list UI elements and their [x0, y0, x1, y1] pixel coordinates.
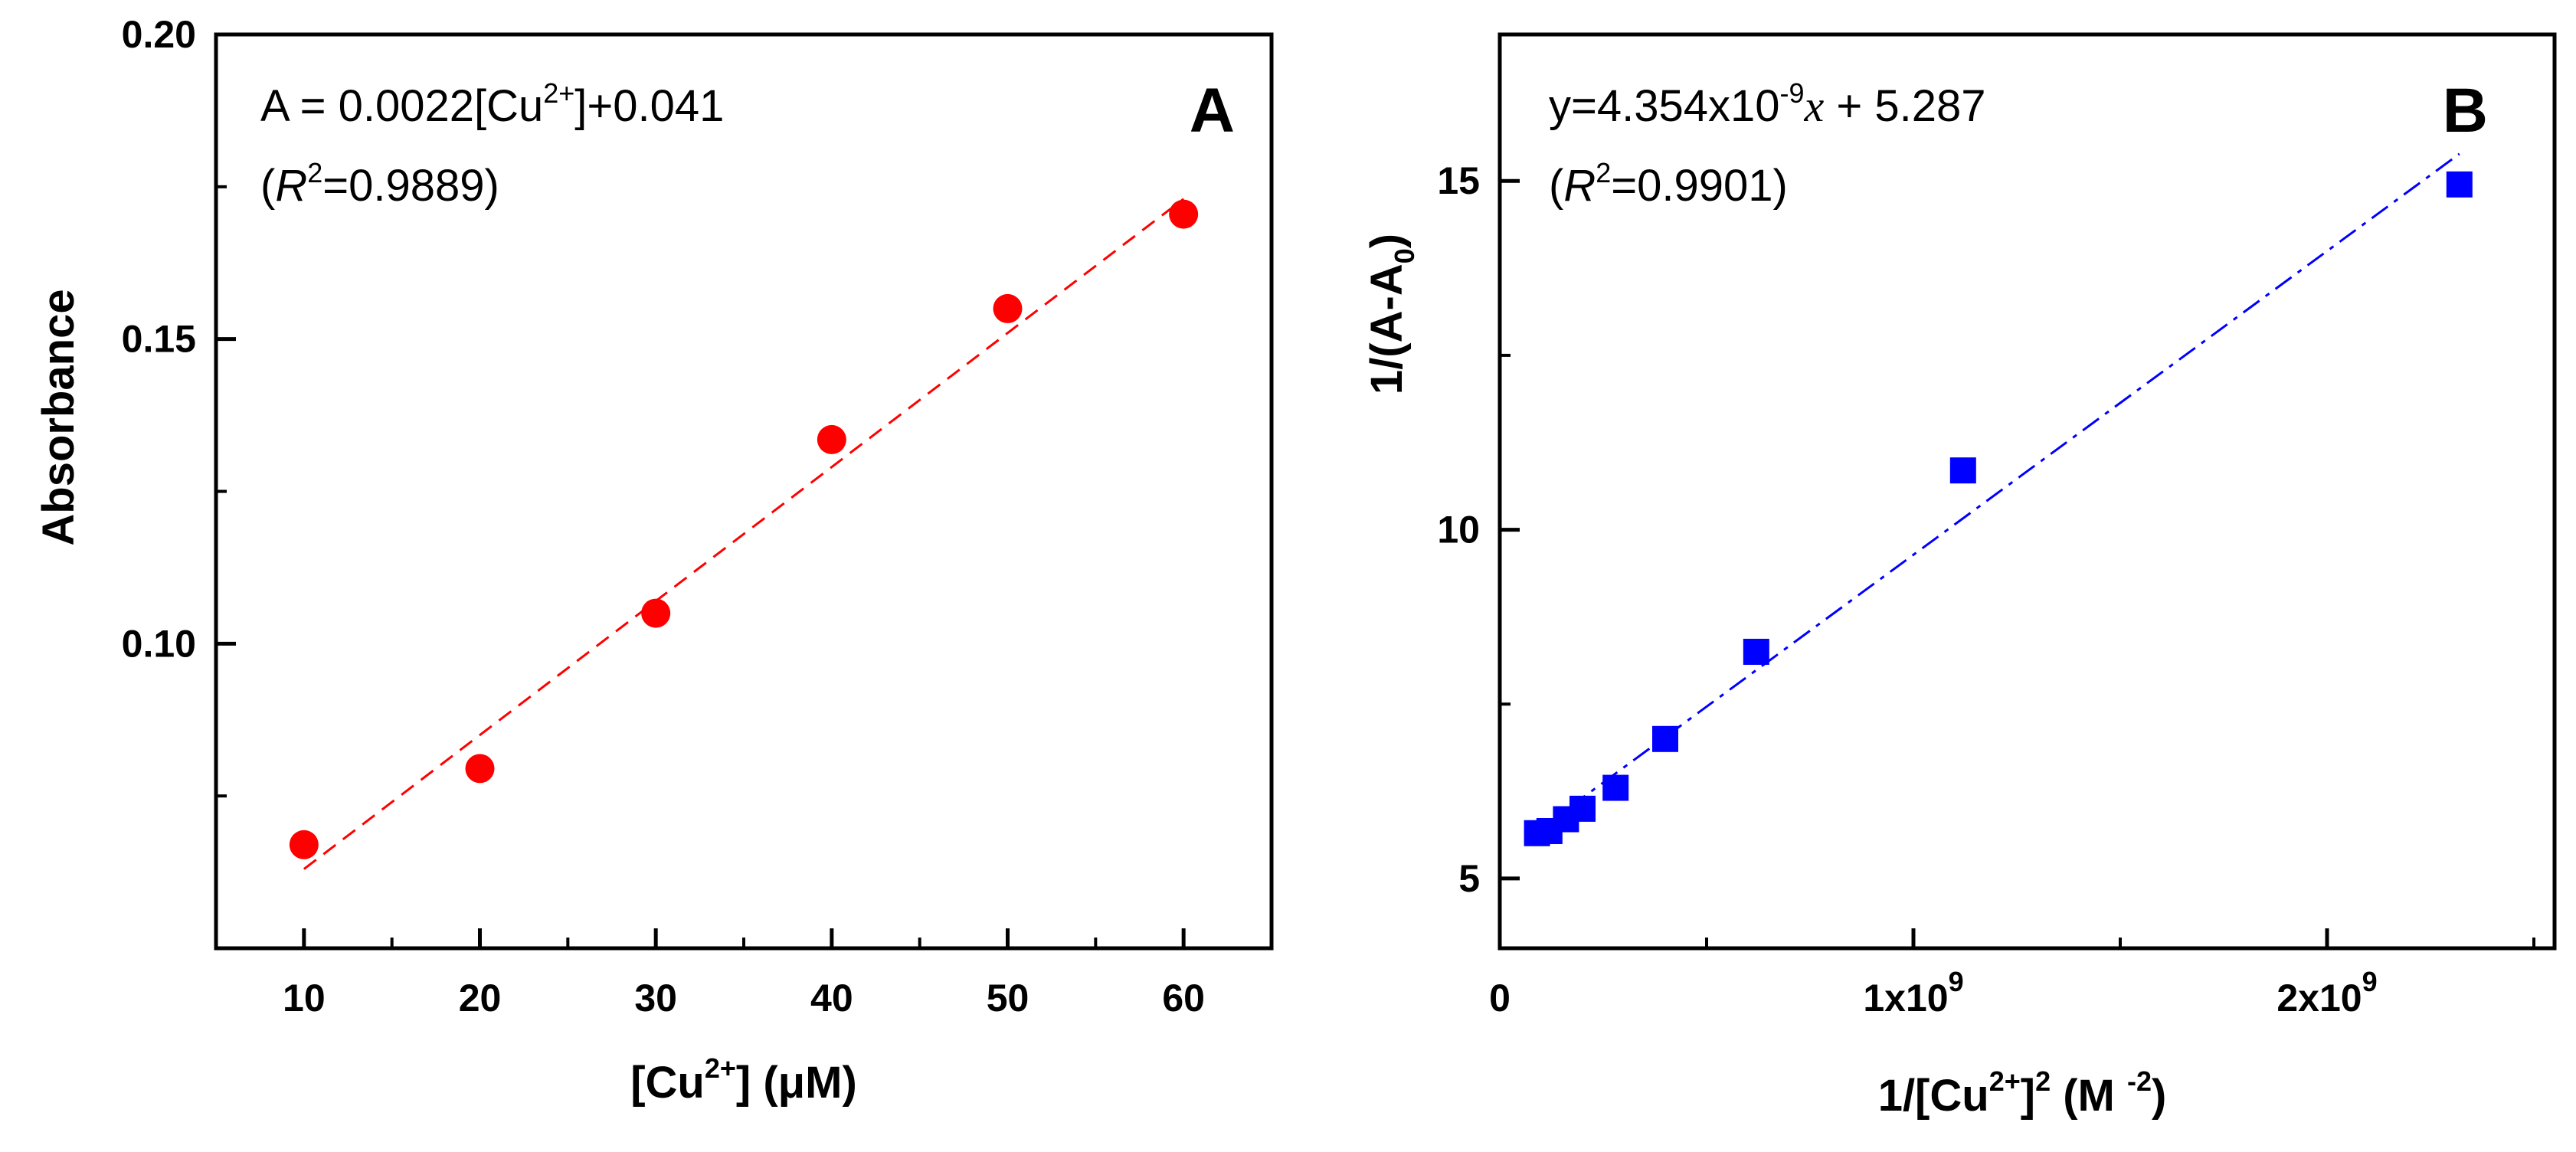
panel-a: 10 20 30 40 50 60 0.10 0.15 0.20 A = 0.0022[Cu2+… [34, 13, 1274, 1108]
panel-b-r2: (R2=0.9901) [1549, 157, 1788, 211]
panel-a-xtick-label: 10 [283, 977, 326, 1019]
panel-a-fit-line [303, 198, 1185, 870]
panel-a-data-point [641, 598, 671, 628]
panel-a-data-point [993, 293, 1023, 323]
panel-b-data-point [2446, 171, 2473, 198]
panel-a-ytick-label: 0.15 [122, 318, 196, 361]
panel-a-xtick-label: 40 [810, 977, 853, 1019]
panel-b-xtick-label: 2x109 [2277, 966, 2377, 1019]
panel-b-data-point [1652, 725, 1678, 752]
panel-b-ylabel: 1/(A-A0) [1362, 234, 1420, 394]
panel-b-data-point [1949, 457, 1976, 484]
panel-b-fit [1536, 152, 2460, 833]
panel-a-points [289, 199, 1199, 859]
panel-b-xlabel: 1/[Cu2+]2 (M -2) [1878, 1065, 2167, 1121]
panel-b-frame [1497, 32, 2557, 951]
panel-b-ytick-label: 5 [1458, 857, 1480, 900]
panel-a-fit [303, 198, 1185, 870]
panel-b-points [1524, 171, 2473, 846]
panel-b-equation: y=4.354x10-9x + 5.287 [1549, 77, 1986, 131]
panel-a-xtick-label: 50 [987, 977, 1029, 1019]
panel-a-ytick-label: 0.20 [122, 13, 196, 56]
panel-b: 0 1x109 2x109 5 10 15 y=4.354x10-9x + 5.287 (… [1362, 32, 2557, 1121]
panel-a-tick-labels: 10 20 30 40 50 60 0.10 0.15 0.20 [122, 13, 1205, 1019]
panel-b-xtick-label: 0 [1489, 977, 1511, 1019]
panel-b-data-point [1602, 774, 1629, 801]
panel-a-data-point [1169, 199, 1199, 229]
panel-b-ytick-label: 15 [1437, 159, 1480, 202]
panel-b-data-point [1569, 795, 1596, 822]
panel-b-label: B [2443, 76, 2488, 146]
panel-a-data-point [465, 754, 495, 784]
panel-a-ticks [216, 32, 1186, 948]
panel-b-data-point [1743, 638, 1769, 665]
panel-a-data-point [289, 830, 319, 859]
panel-a-ytick-label: 0.10 [122, 622, 196, 665]
panel-b-tick-labels: 0 1x109 2x109 5 10 15 [1437, 159, 2377, 1019]
panel-a-label: A [1190, 76, 1235, 146]
panel-a-xtick-label: 30 [634, 977, 677, 1019]
panel-a-equation: A = 0.0022[Cu2+]+0.041 [260, 77, 724, 131]
panel-a-xtick-label: 60 [1162, 977, 1205, 1019]
panel-b-ytick-label: 10 [1437, 509, 1480, 551]
panel-b-xtick-label: 1x109 [1863, 966, 1963, 1019]
panel-a-data-point [817, 424, 846, 454]
panel-a-r2: (R2=0.9889) [260, 157, 499, 211]
panel-b-fit-line [1536, 152, 2460, 833]
panel-b-ticks [1497, 178, 2535, 948]
panel-a-ylabel: Absorbance [34, 289, 83, 545]
panel-a-xlabel: [Cu2+] (μM) [630, 1052, 857, 1108]
panel-a-xtick-label: 20 [459, 977, 502, 1019]
